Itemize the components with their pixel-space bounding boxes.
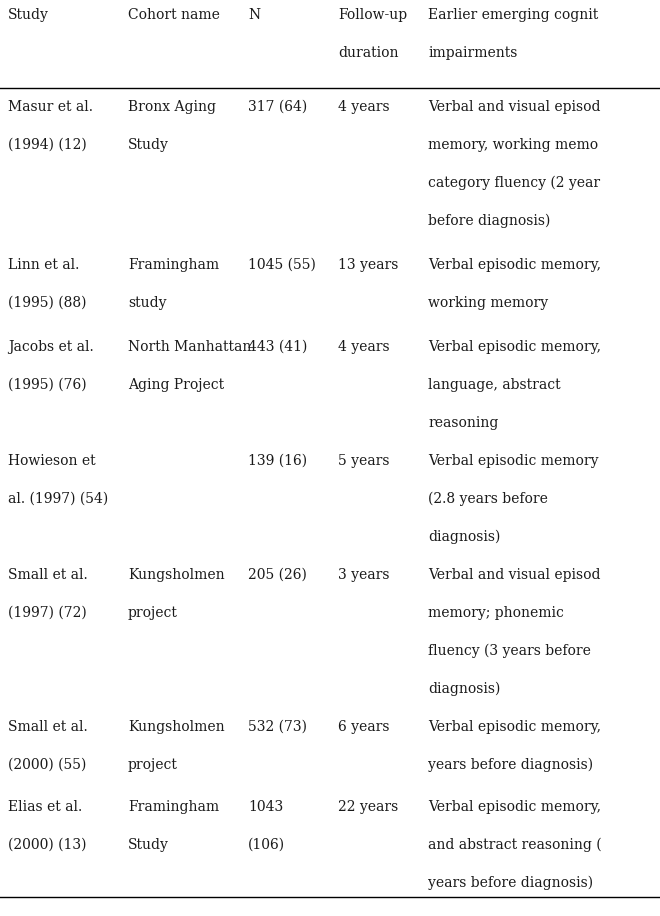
Text: years before diagnosis): years before diagnosis)	[428, 876, 593, 890]
Text: reasoning: reasoning	[428, 416, 498, 430]
Text: impairments: impairments	[428, 46, 517, 60]
Text: 205 (26): 205 (26)	[248, 568, 307, 582]
Text: 139 (16): 139 (16)	[248, 454, 307, 468]
Text: 532 (73): 532 (73)	[248, 720, 307, 734]
Text: 317 (64): 317 (64)	[248, 100, 308, 114]
Text: Bronx Aging: Bronx Aging	[128, 100, 216, 114]
Text: study: study	[128, 296, 166, 310]
Text: N: N	[248, 8, 260, 22]
Text: diagnosis): diagnosis)	[428, 530, 500, 544]
Text: (2.8 years before: (2.8 years before	[428, 492, 548, 507]
Text: Elias et al.: Elias et al.	[8, 800, 82, 814]
Text: (1994) (12): (1994) (12)	[8, 138, 86, 152]
Text: 22 years: 22 years	[338, 800, 398, 814]
Text: 6 years: 6 years	[338, 720, 389, 734]
Text: North Manhattan: North Manhattan	[128, 340, 251, 354]
Text: working memory: working memory	[428, 296, 548, 310]
Text: diagnosis): diagnosis)	[428, 682, 500, 696]
Text: Kungsholmen: Kungsholmen	[128, 720, 224, 734]
Text: (1997) (72): (1997) (72)	[8, 606, 86, 620]
Text: Verbal and visual episod: Verbal and visual episod	[428, 568, 601, 582]
Text: years before diagnosis): years before diagnosis)	[428, 758, 593, 772]
Text: Jacobs et al.: Jacobs et al.	[8, 340, 94, 354]
Text: (106): (106)	[248, 838, 285, 852]
Text: 443 (41): 443 (41)	[248, 340, 308, 354]
Text: (2000) (13): (2000) (13)	[8, 838, 86, 852]
Text: duration: duration	[338, 46, 399, 60]
Text: memory, working memo: memory, working memo	[428, 138, 598, 152]
Text: Cohort name: Cohort name	[128, 8, 220, 22]
Text: language, abstract: language, abstract	[428, 378, 560, 392]
Text: Kungsholmen: Kungsholmen	[128, 568, 224, 582]
Text: 3 years: 3 years	[338, 568, 389, 582]
Text: Study: Study	[8, 8, 49, 22]
Text: (1995) (88): (1995) (88)	[8, 296, 86, 310]
Text: Study: Study	[128, 838, 169, 852]
Text: Howieson et: Howieson et	[8, 454, 96, 468]
Text: project: project	[128, 758, 178, 772]
Text: category fluency (2 year: category fluency (2 year	[428, 176, 600, 191]
Text: 5 years: 5 years	[338, 454, 389, 468]
Text: Verbal episodic memory,: Verbal episodic memory,	[428, 720, 601, 734]
Text: Linn et al.: Linn et al.	[8, 258, 79, 272]
Text: 1043: 1043	[248, 800, 283, 814]
Text: (2000) (55): (2000) (55)	[8, 758, 86, 772]
Text: before diagnosis): before diagnosis)	[428, 214, 550, 228]
Text: memory; phonemic: memory; phonemic	[428, 606, 564, 620]
Text: Earlier emerging cognit: Earlier emerging cognit	[428, 8, 598, 22]
Text: (1995) (76): (1995) (76)	[8, 378, 86, 392]
Text: fluency (3 years before: fluency (3 years before	[428, 644, 591, 659]
Text: Framingham: Framingham	[128, 800, 219, 814]
Text: Verbal episodic memory,: Verbal episodic memory,	[428, 340, 601, 354]
Text: Small et al.: Small et al.	[8, 568, 88, 582]
Text: Aging Project: Aging Project	[128, 378, 224, 392]
Text: 4 years: 4 years	[338, 340, 389, 354]
Text: Follow-up: Follow-up	[338, 8, 407, 22]
Text: project: project	[128, 606, 178, 620]
Text: Framingham: Framingham	[128, 258, 219, 272]
Text: 13 years: 13 years	[338, 258, 399, 272]
Text: Verbal episodic memory,: Verbal episodic memory,	[428, 258, 601, 272]
Text: and abstract reasoning (: and abstract reasoning (	[428, 838, 602, 853]
Text: 1045 (55): 1045 (55)	[248, 258, 316, 272]
Text: Study: Study	[128, 138, 169, 152]
Text: Verbal and visual episod: Verbal and visual episod	[428, 100, 601, 114]
Text: 4 years: 4 years	[338, 100, 389, 114]
Text: Verbal episodic memory,: Verbal episodic memory,	[428, 800, 601, 814]
Text: al. (1997) (54): al. (1997) (54)	[8, 492, 108, 506]
Text: Masur et al.: Masur et al.	[8, 100, 93, 114]
Text: Verbal episodic memory: Verbal episodic memory	[428, 454, 599, 468]
Text: Small et al.: Small et al.	[8, 720, 88, 734]
